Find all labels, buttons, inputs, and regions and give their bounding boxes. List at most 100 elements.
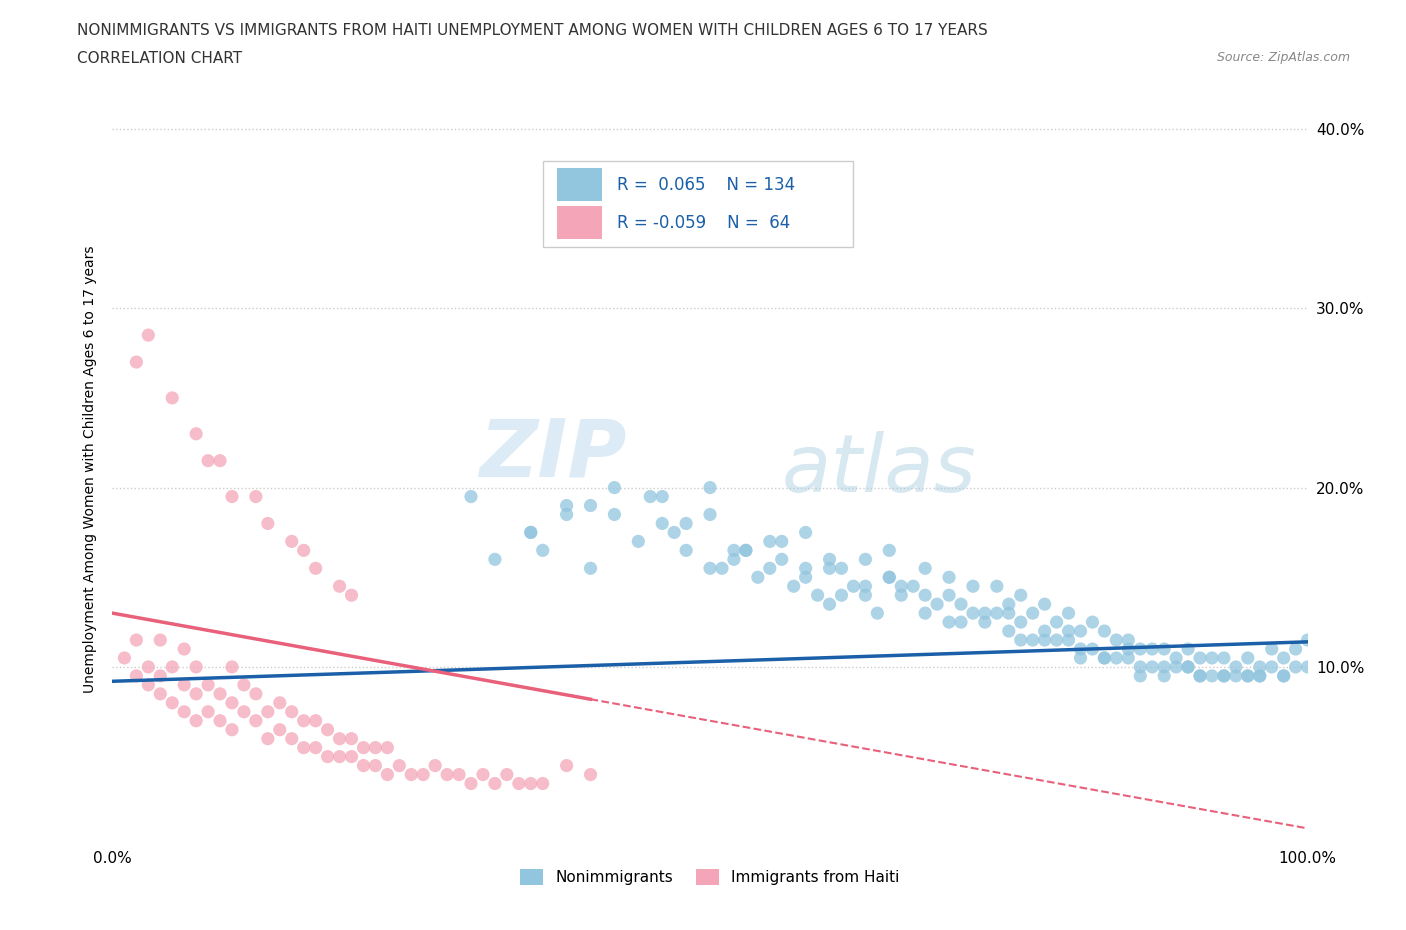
Point — [364, 758, 387, 773]
Point — [974, 605, 997, 620]
Point — [1166, 651, 1188, 666]
Point — [1272, 669, 1295, 684]
Point — [1142, 659, 1164, 674]
Point — [1166, 659, 1188, 674]
Point — [675, 516, 697, 531]
Point — [281, 731, 304, 746]
Point — [651, 489, 673, 504]
Point — [352, 758, 374, 773]
Point — [950, 615, 973, 630]
Point — [352, 740, 374, 755]
Point — [1177, 659, 1199, 674]
Text: ZIP: ZIP — [479, 416, 627, 494]
Point — [986, 578, 1008, 593]
Point — [1213, 669, 1236, 684]
Point — [1237, 651, 1260, 666]
Point — [496, 767, 519, 782]
Point — [292, 543, 315, 558]
Point — [364, 740, 387, 755]
Point — [520, 776, 543, 790]
Point — [1057, 605, 1080, 620]
Point — [1225, 669, 1247, 684]
Point — [842, 578, 865, 593]
Point — [340, 750, 363, 764]
Point — [1033, 624, 1056, 639]
Point — [1118, 651, 1140, 666]
Point — [221, 659, 243, 674]
Point — [1094, 651, 1116, 666]
Text: R =  0.065    N = 134: R = 0.065 N = 134 — [617, 176, 794, 193]
Point — [531, 543, 554, 558]
Point — [579, 561, 602, 576]
Point — [831, 588, 853, 603]
Point — [162, 391, 183, 405]
Point — [531, 776, 554, 790]
Point — [520, 525, 543, 539]
Point — [818, 561, 841, 576]
Point — [138, 677, 160, 692]
Point — [1261, 642, 1284, 657]
Point — [1070, 642, 1092, 657]
Point — [484, 776, 506, 790]
Point — [388, 758, 411, 773]
Text: NONIMMIGRANTS VS IMMIGRANTS FROM HAITI UNEMPLOYMENT AMONG WOMEN WITH CHILDREN AG: NONIMMIGRANTS VS IMMIGRANTS FROM HAITI U… — [77, 23, 988, 38]
Point — [640, 489, 662, 504]
Point — [699, 480, 721, 495]
Point — [1118, 632, 1140, 647]
Point — [879, 570, 901, 585]
Point — [770, 534, 793, 549]
Point — [555, 498, 578, 513]
Point — [257, 516, 280, 531]
Point — [245, 489, 267, 504]
Point — [1225, 659, 1247, 674]
Point — [1237, 669, 1260, 684]
Point — [711, 561, 734, 576]
Point — [579, 498, 602, 513]
Point — [233, 677, 256, 692]
Point — [903, 578, 925, 593]
Point — [1153, 642, 1175, 657]
Point — [1081, 615, 1104, 630]
Point — [292, 740, 315, 755]
Point — [1105, 651, 1128, 666]
FancyBboxPatch shape — [543, 161, 853, 247]
Point — [508, 776, 530, 790]
Point — [866, 605, 889, 620]
Point — [209, 453, 232, 468]
Point — [329, 750, 352, 764]
Point — [233, 704, 256, 719]
Point — [149, 686, 172, 701]
Point — [1177, 659, 1199, 674]
Point — [962, 578, 984, 593]
Point — [1010, 615, 1032, 630]
Point — [794, 561, 817, 576]
Point — [759, 534, 782, 549]
Point — [221, 696, 243, 711]
Point — [436, 767, 458, 782]
Point — [1153, 669, 1175, 684]
Point — [125, 354, 148, 369]
FancyBboxPatch shape — [557, 168, 603, 202]
Point — [1057, 632, 1080, 647]
Point — [377, 740, 399, 755]
Point — [938, 570, 960, 585]
Point — [245, 713, 267, 728]
Point — [782, 578, 804, 593]
Point — [257, 731, 280, 746]
Point — [555, 758, 578, 773]
Point — [807, 588, 830, 603]
Point — [699, 507, 721, 522]
Point — [555, 507, 578, 522]
Point — [1142, 642, 1164, 657]
Point — [998, 605, 1021, 620]
Point — [1033, 597, 1056, 612]
Point — [1272, 669, 1295, 684]
Point — [855, 588, 877, 603]
Point — [1046, 615, 1069, 630]
Point — [1249, 659, 1271, 674]
Point — [316, 723, 339, 737]
Point — [1022, 632, 1045, 647]
Point — [1129, 669, 1152, 684]
Point — [125, 669, 148, 684]
Point — [305, 561, 328, 576]
